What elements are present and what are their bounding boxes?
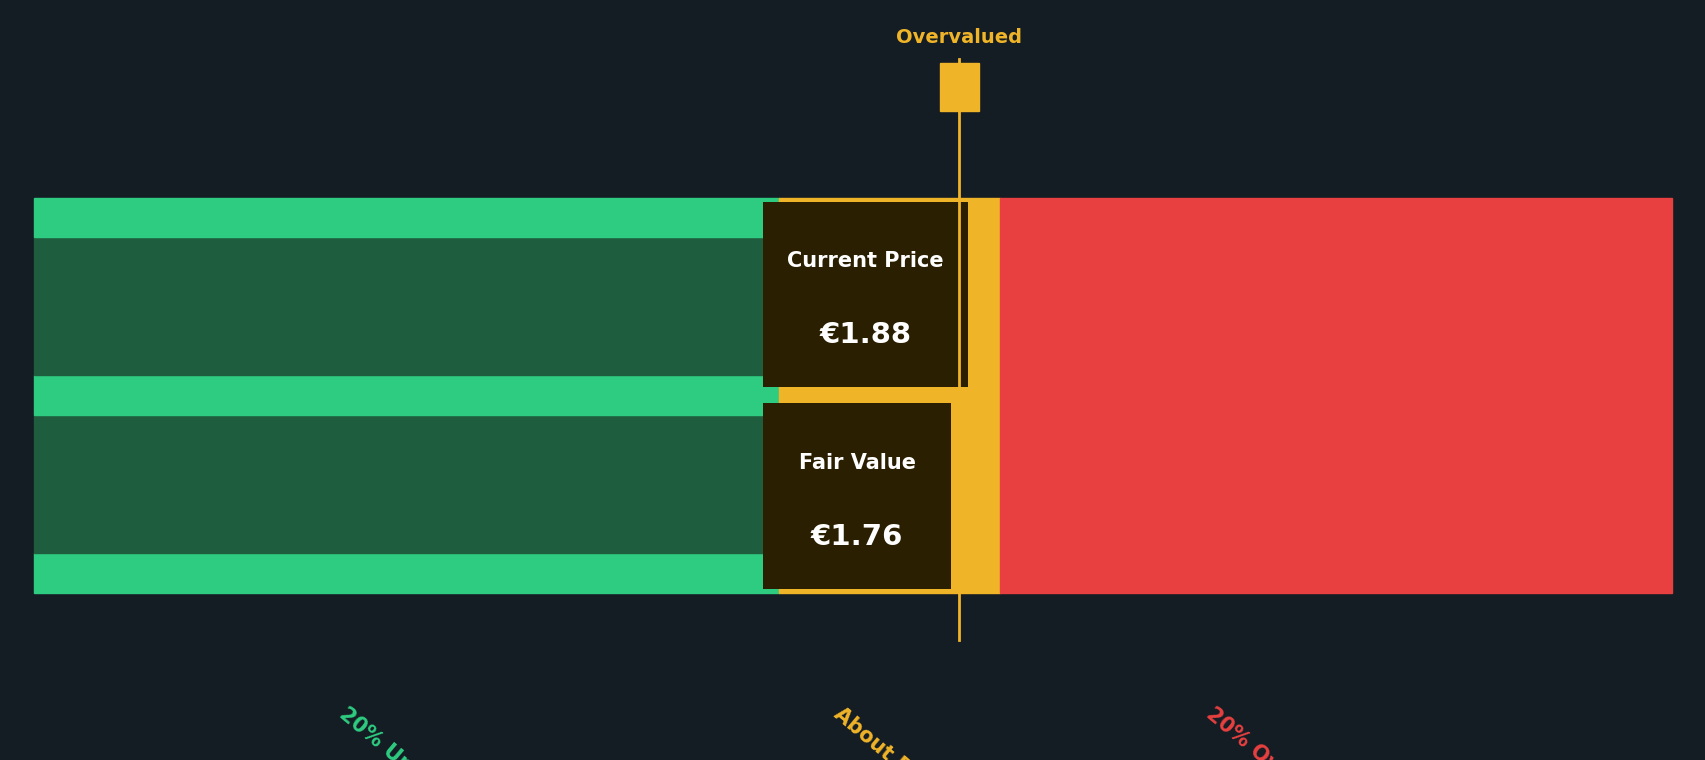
Text: Fair Value: Fair Value [798, 452, 916, 473]
Bar [34, 198, 779, 237]
Bar [34, 553, 779, 593]
Text: 20% Undervalued: 20% Undervalued [336, 704, 506, 760]
Bar [34, 237, 779, 375]
Bar [779, 198, 999, 593]
Bar [34, 375, 779, 415]
Text: Overvalued: Overvalued [895, 28, 1021, 47]
Text: Current Price: Current Price [786, 251, 943, 271]
Bar [999, 198, 1671, 593]
Bar [762, 201, 967, 388]
Text: About Right: About Right [829, 704, 950, 760]
Text: €1.76: €1.76 [810, 523, 902, 551]
Bar [34, 415, 779, 553]
Text: 20% Overvalued: 20% Overvalued [1202, 704, 1362, 760]
Bar [939, 63, 979, 111]
Text: €1.88: €1.88 [818, 321, 910, 350]
Bar [762, 403, 951, 589]
